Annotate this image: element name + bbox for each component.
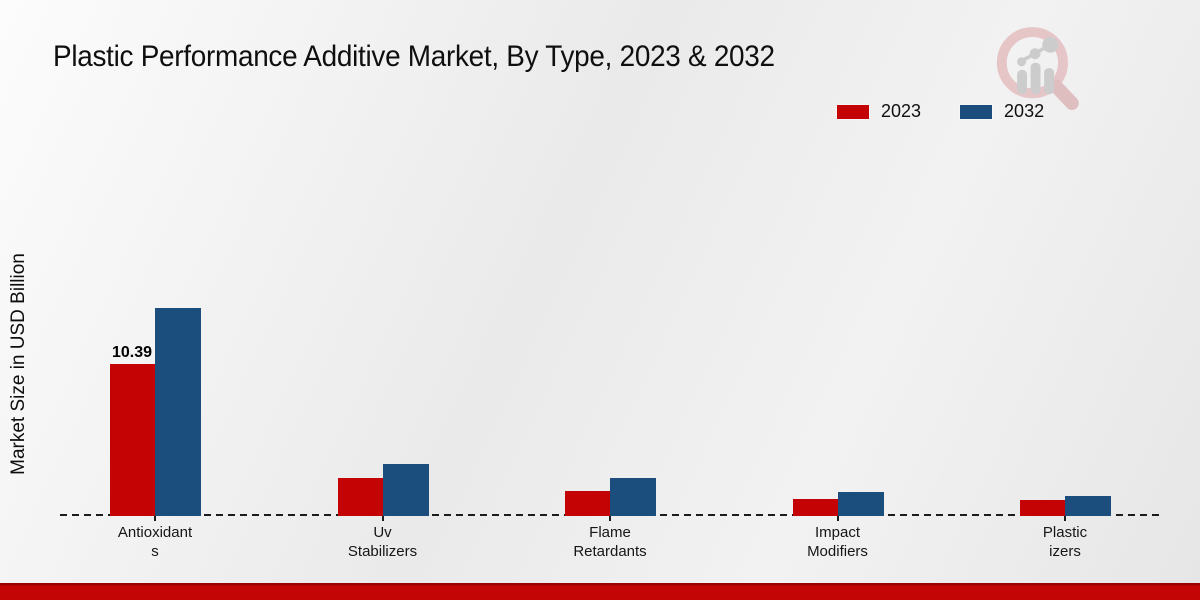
x-label-uv-stabilizers: Uv Stabilizers xyxy=(347,524,418,560)
x-axis-tick-plasticizers xyxy=(1064,516,1066,521)
legend: 2023 2032 xyxy=(836,101,1044,122)
x-axis-tick-antioxidants xyxy=(154,516,156,521)
x-label-plasticizers: Plastic izers xyxy=(1042,524,1088,560)
chart-title: Plastic Performance Additive Market, By … xyxy=(53,40,775,73)
x-label-antioxidants: Antioxidant s xyxy=(117,524,193,560)
x-label-impact-modifiers: Impact Modifiers xyxy=(807,524,868,560)
bar-2023-antioxidants xyxy=(110,364,155,516)
bar-2023-flame-retardants xyxy=(565,491,610,516)
bar-2032-flame-retardants xyxy=(610,478,656,516)
legend-item-2032: 2032 xyxy=(959,101,1044,122)
x-axis-tick-uv-stabilizers xyxy=(381,516,384,521)
footer-stripe xyxy=(0,583,1200,600)
legend-swatch-2032 xyxy=(959,103,994,120)
bar-2023-impact-modifiers xyxy=(792,499,838,516)
bar-2023-uv-stabilizers xyxy=(337,478,383,516)
legend-label-2023: 2023 xyxy=(881,101,922,121)
bar-2032-antioxidants xyxy=(155,308,201,516)
bar-2032-uv-stabilizers xyxy=(382,464,429,516)
x-label-flame-retardants: Flame Retardants xyxy=(573,524,647,560)
x-axis-tick-impact-modifiers xyxy=(836,516,839,521)
magnifier-bar-chart-logo xyxy=(996,27,1079,110)
bar-2032-plasticizers xyxy=(1065,496,1111,516)
bar-value-label-2023-antioxidants: 10.39 xyxy=(111,344,153,361)
legend-label-2032: 2032 xyxy=(1004,101,1045,121)
bar-2032-impact-modifiers xyxy=(837,492,884,516)
y-axis-label: Market Size in USD Billion xyxy=(8,253,29,475)
legend-item-2023: 2023 xyxy=(836,101,921,122)
x-axis-tick-flame-retardants xyxy=(609,516,611,521)
legend-swatch-2023 xyxy=(836,103,870,120)
bar-2023-plasticizers xyxy=(1020,500,1065,516)
